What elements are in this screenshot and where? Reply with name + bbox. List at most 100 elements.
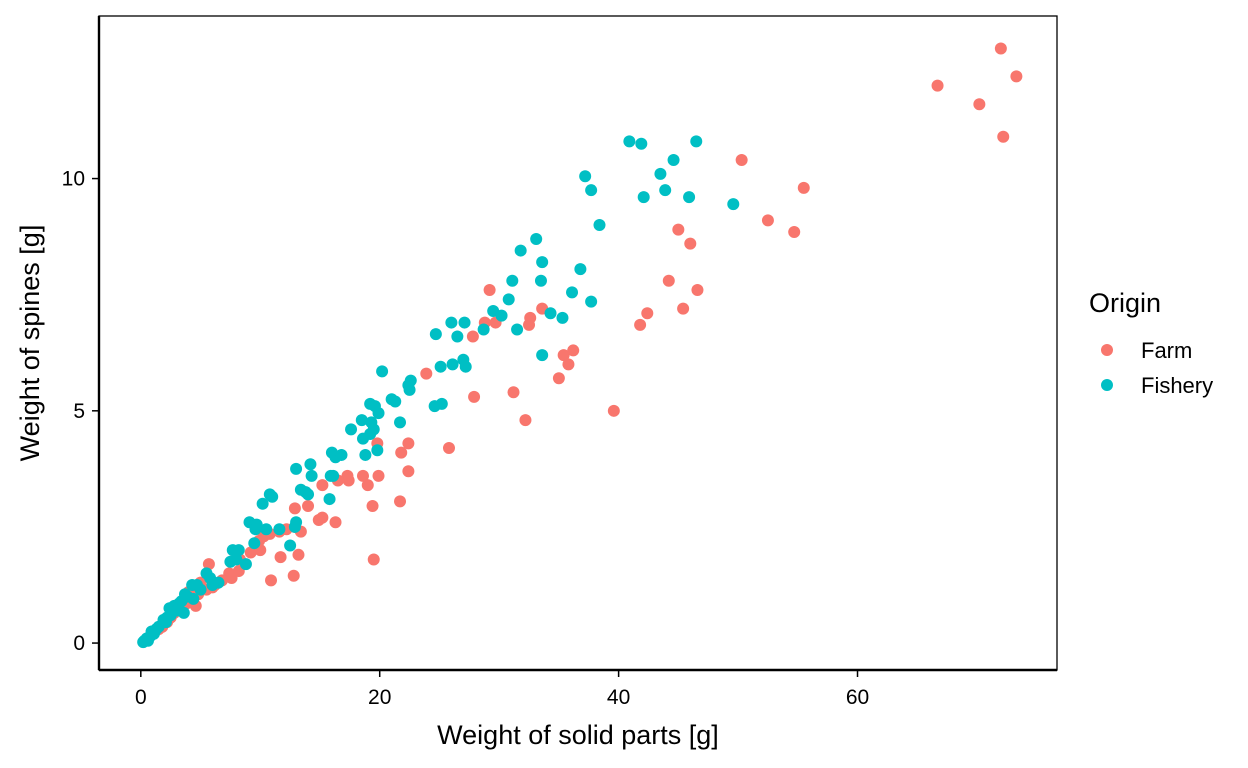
point-fishery (356, 432, 369, 445)
point-fishery (402, 379, 415, 392)
point-fishery (394, 416, 407, 429)
point-fishery (506, 274, 519, 287)
legend: Origin Farm Fishery (1089, 288, 1213, 398)
point-fishery (477, 323, 490, 336)
point-fishery (502, 293, 515, 306)
point-fishery (305, 469, 318, 482)
point-fishery (256, 497, 269, 510)
point-fishery (389, 395, 402, 408)
point-fishery (451, 330, 464, 343)
point-farm (265, 574, 278, 587)
point-fishery (459, 360, 472, 373)
point-fishery (585, 184, 598, 197)
y-tick-label: 5 (73, 400, 85, 423)
point-farm (997, 130, 1010, 143)
x-tick-label: 20 (368, 686, 391, 709)
point-farm (552, 372, 565, 385)
y-tick-label: 10 (62, 168, 85, 191)
point-farm (973, 98, 986, 111)
data-points (137, 42, 1023, 649)
point-fishery (260, 523, 273, 536)
point-farm (367, 553, 380, 566)
point-fishery (654, 167, 667, 180)
point-farm (931, 79, 944, 92)
point-fishery (141, 634, 154, 647)
point-farm (361, 479, 374, 492)
point-fishery (323, 493, 336, 506)
point-fishery (534, 274, 547, 287)
x-tick-label: 60 (846, 686, 869, 709)
point-farm (244, 546, 257, 559)
point-farm (797, 181, 810, 194)
point-farm (356, 469, 369, 482)
point-fishery (434, 360, 447, 373)
point-farm (202, 558, 215, 571)
legend-label-fishery: Fishery (1141, 373, 1213, 398)
point-farm (402, 465, 415, 478)
point-fishery (224, 555, 237, 568)
point-farm (557, 349, 570, 362)
point-fishery (445, 316, 458, 329)
point-fishery (206, 578, 219, 591)
point-fishery (635, 137, 648, 150)
x-tick-label: 0 (135, 686, 147, 709)
point-fishery (290, 462, 303, 475)
point-farm (366, 500, 379, 513)
point-fishery (372, 407, 385, 420)
point-fishery (335, 448, 348, 461)
point-fishery (536, 349, 549, 362)
point-fishery (249, 523, 262, 536)
point-fishery (495, 309, 508, 322)
point-fishery (327, 469, 340, 482)
point-farm (684, 237, 697, 250)
point-farm (287, 569, 300, 582)
point-fishery (514, 244, 527, 257)
point-fishery (623, 135, 636, 148)
plot-panel (98, 15, 1058, 671)
x-ticks: 0 20 40 60 (135, 670, 869, 709)
point-farm (468, 390, 481, 403)
point-farm (442, 441, 455, 454)
point-fishery (376, 365, 389, 378)
y-tick-label: 0 (73, 632, 85, 655)
legend-key-farm (1101, 344, 1113, 356)
point-fishery (690, 135, 703, 148)
point-fishery (304, 458, 317, 471)
point-fishery (429, 328, 442, 341)
point-fishery (574, 263, 587, 276)
point-farm (761, 214, 774, 227)
point-fishery (170, 604, 183, 617)
point-fishery (556, 311, 569, 324)
point-fishery (593, 219, 606, 232)
point-farm (607, 404, 620, 417)
point-farm (519, 414, 532, 427)
point-farm (567, 344, 580, 357)
point-fishery (637, 191, 650, 204)
point-fishery (566, 286, 579, 299)
point-farm (994, 42, 1007, 55)
point-farm (312, 513, 325, 526)
x-axis-title: Weight of solid parts [g] (437, 720, 719, 750)
point-farm (302, 500, 315, 513)
point-farm (634, 318, 647, 331)
point-farm (523, 318, 536, 331)
point-farm (420, 367, 433, 380)
point-farm (691, 284, 704, 297)
point-fishery (511, 323, 524, 336)
point-farm (641, 307, 654, 320)
point-farm (402, 437, 415, 450)
point-fishery (345, 423, 358, 436)
point-fishery (194, 583, 207, 596)
point-farm (274, 551, 287, 564)
point-fishery (302, 488, 315, 501)
point-fishery (428, 400, 441, 413)
point-farm (507, 386, 520, 399)
point-farm (672, 223, 685, 236)
point-fishery (536, 256, 549, 269)
point-fishery (359, 448, 372, 461)
y-axis-title: Weight of spines [g] (15, 225, 45, 462)
point-farm (1010, 70, 1023, 83)
point-fishery (355, 414, 368, 427)
point-farm (372, 469, 385, 482)
